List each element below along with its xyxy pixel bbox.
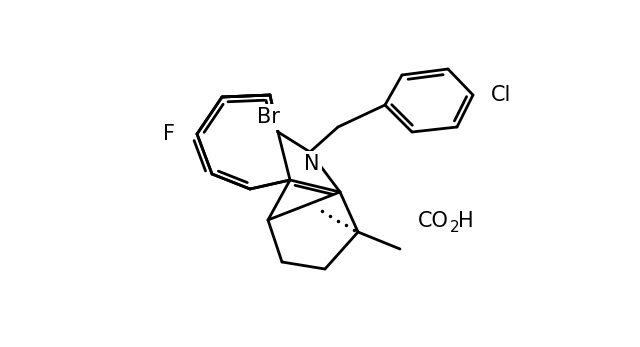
Text: 2: 2 [450,220,460,235]
Text: N: N [304,154,320,174]
Text: F: F [163,124,175,144]
Text: H: H [458,211,474,231]
Text: CO: CO [418,211,449,231]
Text: Cl: Cl [491,85,511,105]
Text: Br: Br [257,107,280,127]
